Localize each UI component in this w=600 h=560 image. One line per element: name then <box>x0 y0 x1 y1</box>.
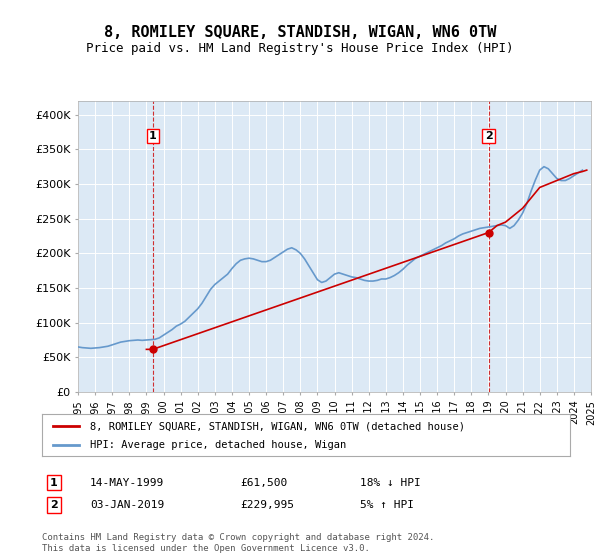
Text: 1: 1 <box>149 130 157 141</box>
Text: 1: 1 <box>50 478 58 488</box>
Text: 5% ↑ HPI: 5% ↑ HPI <box>360 500 414 510</box>
Text: HPI: Average price, detached house, Wigan: HPI: Average price, detached house, Wiga… <box>89 440 346 450</box>
Text: Contains HM Land Registry data © Crown copyright and database right 2024.
This d: Contains HM Land Registry data © Crown c… <box>42 533 434 553</box>
Text: 2: 2 <box>485 130 493 141</box>
Text: 14-MAY-1999: 14-MAY-1999 <box>90 478 164 488</box>
Text: £229,995: £229,995 <box>240 500 294 510</box>
Text: 18% ↓ HPI: 18% ↓ HPI <box>360 478 421 488</box>
Text: 03-JAN-2019: 03-JAN-2019 <box>90 500 164 510</box>
Text: £61,500: £61,500 <box>240 478 287 488</box>
Text: Price paid vs. HM Land Registry's House Price Index (HPI): Price paid vs. HM Land Registry's House … <box>86 42 514 55</box>
Text: 2: 2 <box>50 500 58 510</box>
Text: 8, ROMILEY SQUARE, STANDISH, WIGAN, WN6 0TW: 8, ROMILEY SQUARE, STANDISH, WIGAN, WN6 … <box>104 25 496 40</box>
Text: 8, ROMILEY SQUARE, STANDISH, WIGAN, WN6 0TW (detached house): 8, ROMILEY SQUARE, STANDISH, WIGAN, WN6 … <box>89 421 464 431</box>
